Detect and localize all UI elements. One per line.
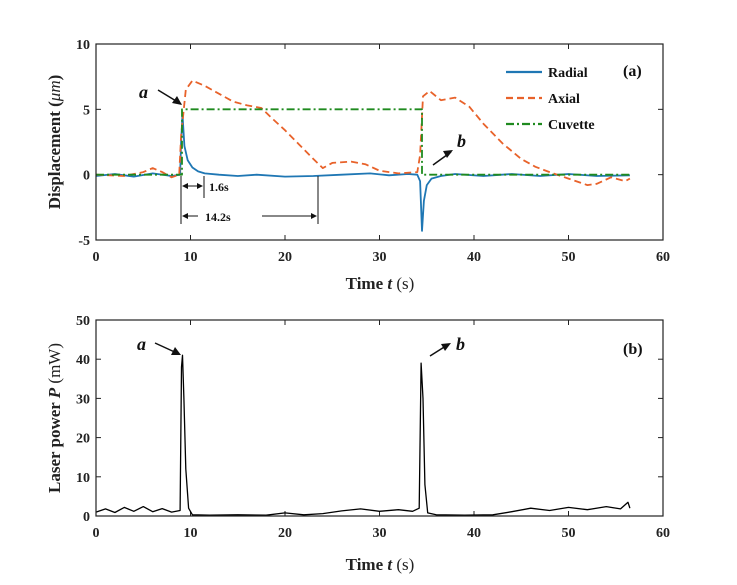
annotation-a: a [139,82,148,102]
y-tick-label: 0 [83,169,90,184]
series-line-cuvette [96,108,630,176]
annotation-a-arrowhead [172,96,182,105]
y-tick-label: 0 [83,510,90,525]
y-tick-label: 20 [76,432,90,447]
y-tick-label: 5 [83,103,90,118]
legend-axial-label: Axial [548,92,580,107]
x-tick-label: 40 [467,526,481,541]
annotation-b: b [456,334,465,354]
y-tick-label: 10 [76,471,90,486]
legend-radial-label: Radial [548,66,588,81]
legend-cuvette-label: Cuvette [548,118,595,133]
x-tick-label: 60 [656,526,670,541]
panel-b-y-ticks: 0 10 20 30 40 50 [76,314,663,525]
x-tick-label: 20 [278,526,292,541]
x-tick-label: 50 [562,250,576,265]
x-tick-label: 10 [184,250,198,265]
panel-a-x-ticks: 0 10 20 30 40 50 60 [93,44,670,265]
panel-a-x-label: Time t (s) [346,274,415,293]
panel-b-x-ticks: 0 10 20 30 40 50 60 [93,320,670,541]
x-tick-label: 40 [467,250,481,265]
panel-a-frame [95,43,664,241]
x-tick-label: 60 [656,250,670,265]
x-tick-label: 50 [562,526,576,541]
interval-2-arrowhead-left [182,213,188,219]
interval-1-arrowhead-right [197,183,203,189]
y-tick-label: 30 [76,392,90,407]
panel-b-x-label: Time t (s) [346,555,415,574]
annotation-b-arrowhead [443,150,453,158]
y-tick-label: 10 [76,38,90,53]
interval-2-label: 14.2s [205,210,231,224]
panel-a-annotations: a b 1.6s 14.2s [139,82,466,224]
x-tick-label: 0 [93,526,100,541]
interval-2-arrowhead-right [311,213,317,219]
y-tick-label: 50 [76,314,90,329]
panel-b-annotations: a b [137,334,465,357]
annotation-b-arrowhead [441,343,451,351]
panel-a-y-label: Displacement (μm) [45,75,64,210]
panel-b-plot-area [96,320,663,516]
y-tick-label: 40 [76,353,90,368]
annotation-a-arrowhead [171,347,181,355]
y-tick-label: -5 [78,234,90,249]
panel-a-label: (a) [623,63,642,80]
panel-b-y-label: Laser power P (mW) [45,343,64,493]
annotation-b: b [457,131,466,151]
interval-1-label: 1.6s [209,180,229,194]
panel-b-label: (b) [623,341,643,358]
panel-a-plot-area [96,44,663,240]
panel-a-legend: Radial Axial Cuvette [506,66,595,133]
x-tick-label: 10 [184,526,198,541]
x-tick-label: 30 [373,250,387,265]
interval-1-arrowhead-left [182,183,188,189]
x-tick-label: 20 [278,250,292,265]
panel-b-frame [95,319,664,517]
panel-a-series [95,79,631,232]
panel-b-series [95,354,631,516]
annotation-a: a [137,334,146,354]
x-tick-label: 0 [93,250,100,265]
series-line-axial [95,79,631,186]
series-line-laser-power [95,354,631,516]
x-tick-label: 30 [373,526,387,541]
panel-b: 0 10 20 30 40 50 60 0 10 20 30 40 50 (b) a b Time t… [45,314,670,574]
